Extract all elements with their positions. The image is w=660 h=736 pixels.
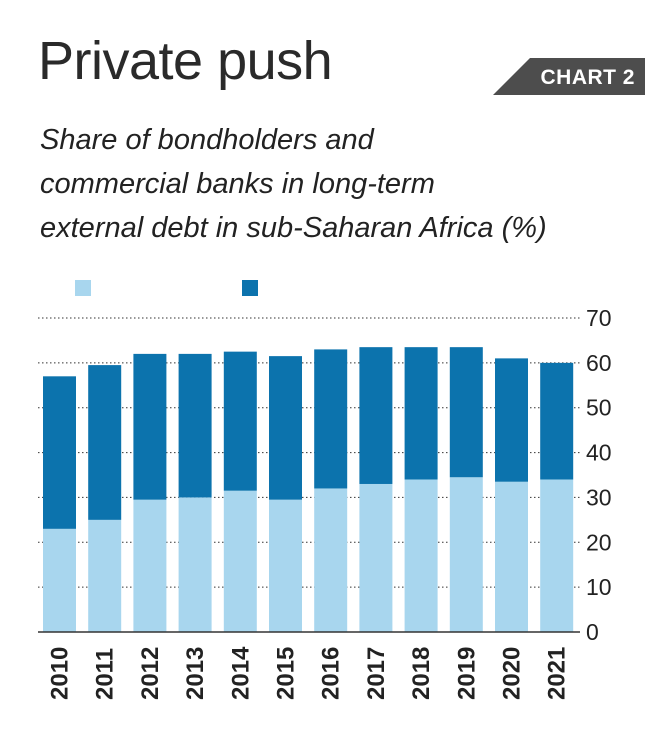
legend-swatch-commercial-banks	[242, 280, 258, 296]
bar-segment-commercial-banks	[223, 351, 257, 491]
bar-segment-bondholders	[314, 488, 348, 632]
bar-segment-bondholders	[133, 499, 167, 632]
bar-segment-commercial-banks	[133, 353, 167, 500]
x-tick-label: 2013	[182, 647, 209, 700]
y-tick-label: 70	[586, 305, 612, 331]
x-tick-label: 2010	[47, 647, 74, 700]
subtitle-line-1: Share of bondholders and	[40, 124, 374, 156]
x-tick-label: 2012	[137, 647, 164, 700]
y-tick-label: 10	[586, 574, 612, 600]
bar-segment-bondholders	[404, 479, 438, 632]
bar-segment-bondholders	[43, 528, 76, 632]
bar-segment-commercial-banks	[359, 347, 393, 484]
chart-subtitle: Share of bondholders and commercial bank…	[40, 118, 640, 250]
bar-segment-bondholders	[495, 481, 528, 632]
bar-segment-commercial-banks	[540, 362, 574, 480]
bar-segment-commercial-banks	[43, 376, 76, 529]
bar-segment-bondholders	[269, 499, 302, 632]
legend-swatch-bondholders	[75, 280, 91, 296]
x-tick-label: 2014	[227, 646, 254, 700]
subtitle-line-3: external debt in sub-Saharan Africa (%)	[40, 212, 547, 244]
bar-segment-bondholders	[223, 490, 257, 632]
x-tick-label: 2021	[544, 647, 571, 700]
y-tick-label: 50	[586, 395, 612, 421]
y-tick-label: 0	[586, 619, 599, 645]
bar-segment-commercial-banks	[269, 356, 302, 500]
x-tick-label: 2020	[499, 647, 526, 700]
chart-number-tag: CHART 2	[493, 58, 645, 95]
x-tick-label: 2016	[318, 647, 345, 700]
y-tick-label: 30	[586, 484, 612, 510]
subtitle-line-2: commercial banks in long-term	[40, 168, 435, 200]
chart-tag-label: CHART 2	[540, 66, 635, 89]
bar-segment-commercial-banks	[88, 365, 122, 520]
y-tick-label: 20	[586, 529, 612, 555]
bar-segment-bondholders	[88, 519, 122, 632]
bar-segment-commercial-banks	[404, 347, 438, 480]
chart-tag-background	[493, 58, 645, 95]
y-tick-label: 40	[586, 440, 612, 466]
bar-segment-bondholders	[540, 479, 574, 632]
x-tick-label: 2019	[453, 647, 480, 700]
bar-segment-commercial-banks	[449, 347, 483, 478]
x-tick-label: 2015	[273, 647, 300, 700]
bar-segment-commercial-banks	[178, 353, 212, 498]
bar-segment-commercial-banks	[314, 349, 348, 489]
chart-title: Private push	[38, 31, 333, 91]
x-tick-label: 2017	[363, 647, 390, 700]
bar-segment-bondholders	[178, 497, 212, 632]
x-tick-label: 2011	[92, 648, 119, 700]
y-tick-label: 60	[586, 350, 612, 376]
x-tick-label: 2018	[408, 647, 435, 700]
bar-segment-bondholders	[449, 477, 483, 632]
bar-segment-bondholders	[359, 483, 393, 632]
bar-segment-commercial-banks	[495, 358, 528, 482]
